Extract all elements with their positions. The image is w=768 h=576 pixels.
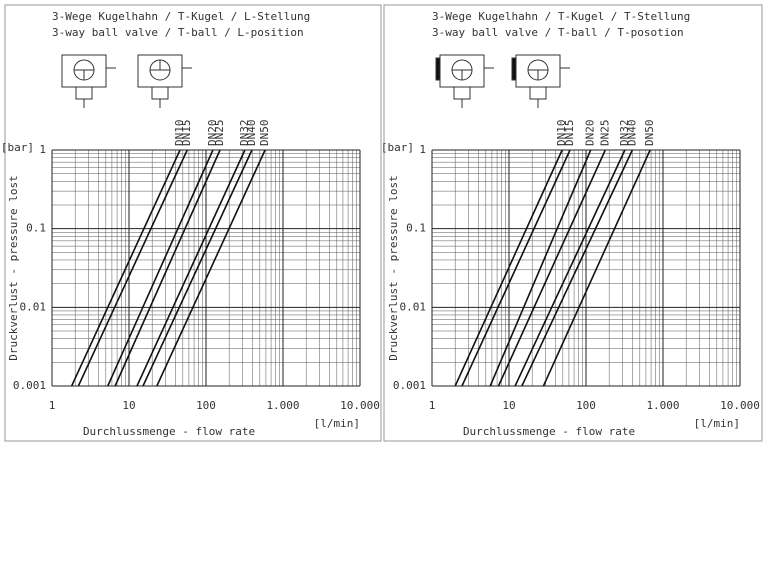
legend-label: DN40 xyxy=(625,120,638,147)
y-tick-label: 1 xyxy=(39,143,46,156)
y-tick-label: 0.001 xyxy=(13,379,46,392)
series-line xyxy=(514,149,626,387)
series-line xyxy=(77,149,188,387)
x-tick-label: 100 xyxy=(576,399,596,412)
series-line xyxy=(136,149,246,387)
legend-label: DN32 xyxy=(238,120,251,147)
y-tick-label: 0.001 xyxy=(393,379,426,392)
legend-label: DN10 xyxy=(173,120,186,147)
y-tick-label: 0.1 xyxy=(26,222,46,235)
series-line xyxy=(70,149,181,387)
y-tick-label: 0.01 xyxy=(400,300,427,313)
x-unit: [l/min] xyxy=(694,417,740,430)
valve-icons xyxy=(61,54,570,108)
x-tick-label: 10.000 xyxy=(340,399,380,412)
panel-frame xyxy=(4,4,382,442)
chart-title: 3-Wege Kugelhahn / T-Kugel / T-Stellung xyxy=(432,10,690,23)
x-axis-label: Durchlussmenge - flow rate xyxy=(83,425,255,438)
x-tick-label: 10 xyxy=(502,399,515,412)
y-tick-label: 0.01 xyxy=(20,300,47,313)
series-line xyxy=(461,149,571,387)
chart-title: 3-Wege Kugelhahn / T-Kugel / L-Stellung xyxy=(52,10,310,23)
series-line xyxy=(489,149,592,387)
series-line xyxy=(497,149,607,387)
series-line xyxy=(142,149,253,387)
legend-label: DN15 xyxy=(563,120,576,147)
series-line xyxy=(114,149,221,387)
legend-label: DN50 xyxy=(643,120,656,147)
x-tick-label: 100 xyxy=(196,399,216,412)
legend-label: DN40 xyxy=(245,120,258,147)
series-line xyxy=(107,149,214,387)
series-line xyxy=(156,149,266,387)
x-axis-label: Durchlussmenge - flow rate xyxy=(463,425,635,438)
legend-label: DN10 xyxy=(555,120,568,147)
x-tick-label: 10 xyxy=(122,399,135,412)
y-unit: [bar] xyxy=(1,141,34,154)
y-axis-label: Druckverlust - pressure lost xyxy=(7,175,20,360)
series-line xyxy=(542,149,651,387)
legend-label: DN20 xyxy=(206,120,219,147)
panel-frame xyxy=(383,4,763,442)
x-unit: [l/min] xyxy=(314,417,360,430)
x-tick-label: 1.000 xyxy=(266,399,299,412)
y-tick-label: 0.1 xyxy=(406,222,426,235)
series-line xyxy=(454,149,563,387)
x-tick-label: 1 xyxy=(429,399,436,412)
y-unit: [bar] xyxy=(381,141,414,154)
legend-label: DN32 xyxy=(618,120,631,147)
legend-label: DN15 xyxy=(180,120,193,147)
chart-title: 3-way ball valve / T-ball / T-posotion xyxy=(432,26,684,39)
legend-label: DN20 xyxy=(584,120,597,147)
chart-title: 3-way ball valve / T-ball / L-position xyxy=(52,26,304,39)
legend-label: DN25 xyxy=(213,120,226,147)
y-axis-label: Druckverlust - pressure lost xyxy=(387,175,400,360)
series-line xyxy=(521,149,634,387)
legend-label: DN50 xyxy=(258,120,271,147)
x-tick-label: 1 xyxy=(49,399,56,412)
legend-label: DN25 xyxy=(598,120,611,147)
y-tick-label: 1 xyxy=(419,143,426,156)
x-tick-label: 10.000 xyxy=(720,399,760,412)
x-tick-label: 1.000 xyxy=(646,399,679,412)
